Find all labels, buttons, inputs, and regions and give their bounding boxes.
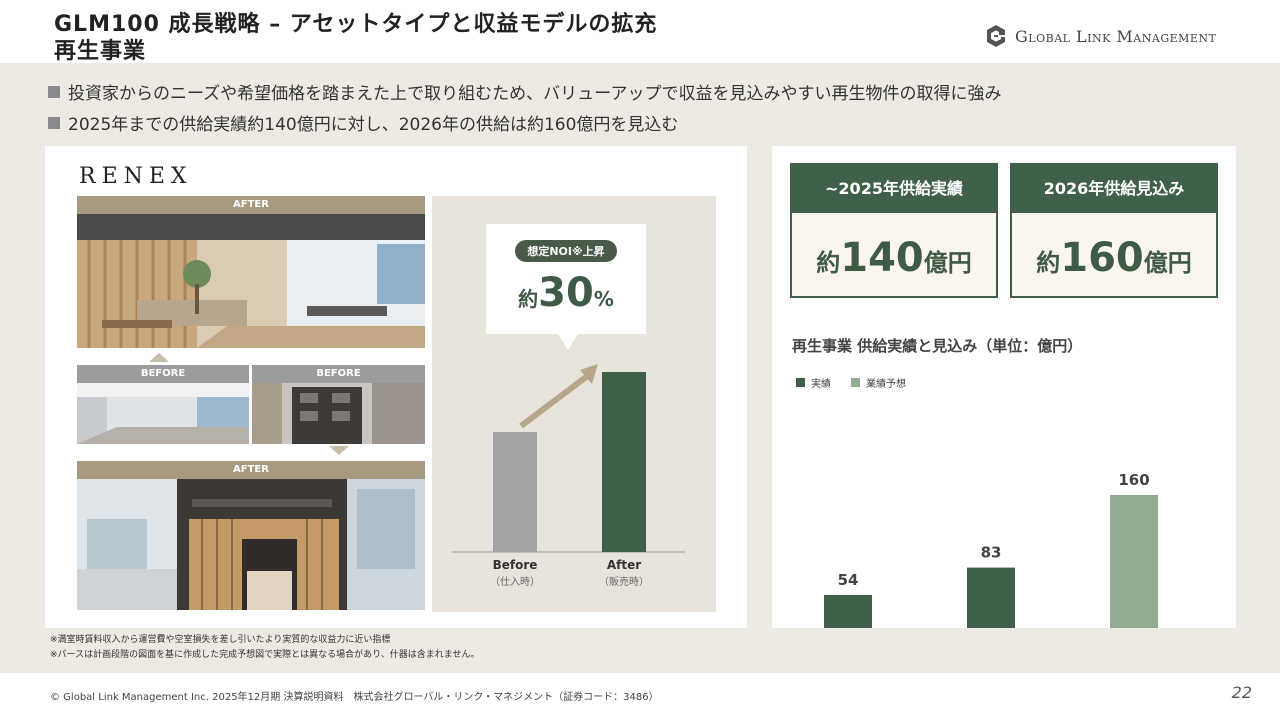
noi-callout: 想定NOI※上昇 約30% — [486, 224, 646, 350]
before-exterior-photo — [252, 383, 425, 444]
noi-value: 約30% — [486, 270, 646, 316]
stat-head-2026: 2026年供給見込み — [1012, 165, 1216, 213]
bullet-2-text: 2025年までの供給実績約140億円に対し、2026年の供給は約160億円を見込… — [68, 115, 679, 135]
footnotes: ※満室時賃料収入から運営費や空室損失を差し引いたより実質的な収益力に近い指標 ※… — [50, 633, 479, 663]
arrow-up-icon — [149, 353, 169, 362]
slide-header: GLM100 成長戦略 – アセットタイプと収益モデルの拡充 再生事業 Glob… — [0, 0, 1280, 64]
supply-panel: ~2025年供給実績 約140億円 2026年供給見込み 約160億円 再生事業… — [772, 146, 1236, 628]
stat-box-2025: ~2025年供給実績 約140億円 — [790, 163, 998, 298]
copyright: © Global Link Management Inc. 2025年12月期 … — [50, 692, 659, 703]
noi-pill: 想定NOI※上昇 — [515, 240, 617, 262]
bullet-square-icon — [48, 116, 60, 129]
stat-number: 140 — [840, 235, 924, 281]
stat-suffix: 億円 — [923, 249, 972, 277]
stat-box-2026: 2026年供給見込み 約160億円 — [1010, 163, 1218, 298]
noi-bar-label-after: After — [607, 558, 641, 572]
before-exterior-block: BEFORE — [252, 365, 425, 448]
chart-legend: 実績 業績予想 — [796, 375, 906, 390]
growth-arrow-icon — [519, 371, 592, 429]
noi-bar-before — [493, 432, 537, 552]
bar-value-2026: 160 — [1118, 471, 1149, 489]
footnote-1: ※満室時賃料収入から運営費や空室損失を差し引いたより実質的な収益力に近い指標 — [50, 635, 391, 645]
slide-content: 投資家からのニーズや希望価格を踏まえた上で取り組むため、バリューアップで収益を見… — [0, 63, 1280, 673]
legend-item-forecast: 業績予想 — [851, 375, 906, 390]
renex-brand: RENEX — [79, 164, 193, 189]
footnote-2: ※パースは計画段階の図面を基に作成した完成予想図で実際とは異なる場合があり、什器… — [50, 650, 480, 660]
logo-mark-icon — [987, 25, 1005, 47]
before-interior-photo — [77, 383, 249, 444]
noi-number: 30 — [538, 270, 594, 316]
legend-label-actual: 実績 — [811, 379, 831, 390]
stat-head-2025: ~2025年供給実績 — [792, 165, 996, 213]
page-subtitle: 再生事業 — [54, 39, 147, 64]
bullet-1-text: 投資家からのニーズや希望価格を踏まえた上で取り組むため、バリューアップで収益を見… — [68, 84, 1002, 104]
bar-2024 — [824, 595, 872, 628]
bar-value-2025: 83 — [981, 544, 1002, 562]
after-exterior-block: AFTER — [77, 461, 425, 614]
legend-label-forecast: 業績予想 — [866, 379, 906, 390]
legend-swatch-actual — [796, 378, 805, 387]
noi-unit: % — [593, 287, 614, 311]
logo-text: Global Link Management — [1015, 26, 1217, 46]
renex-panel: RENEX AFTER — [45, 146, 747, 628]
chart-title: 再生事業 供給実績と見込み（単位：億円） — [792, 337, 1083, 355]
bullet-2: 2025年までの供給実績約140億円に対し、2026年の供給は約160億円を見込… — [48, 110, 678, 135]
after-interior-photo — [77, 214, 425, 348]
after-label-2: AFTER — [77, 461, 425, 479]
before-label-2: BEFORE — [252, 365, 425, 383]
stat-suffix: 億円 — [1143, 249, 1192, 277]
bar-2025 — [967, 567, 1015, 628]
arrow-down-icon — [329, 446, 349, 455]
before-interior-block: BEFORE — [77, 365, 249, 448]
page-title: GLM100 成長戦略 – アセットタイプと収益モデルの拡充 — [54, 12, 658, 37]
bullet-1: 投資家からのニーズや希望価格を踏まえた上で取り組むため、バリューアップで収益を見… — [48, 79, 1001, 104]
noi-prefix: 約 — [518, 287, 539, 311]
stat-prefix: 約 — [816, 249, 841, 277]
stat-number: 160 — [1060, 235, 1144, 281]
bullet-square-icon — [48, 85, 60, 98]
after-interior-block: AFTER — [77, 196, 425, 352]
noi-bar-sub-before: （仕入時） — [490, 575, 540, 588]
noi-bar-label-before: Before — [493, 558, 538, 572]
after-label: AFTER — [77, 196, 425, 214]
noi-bar-sub-after: （販売時） — [599, 575, 649, 588]
stat-value-2025: 約140億円 — [792, 213, 996, 281]
growth-arrow-head-icon — [580, 364, 598, 384]
legend-item-actual: 実績 — [796, 375, 831, 390]
noi-chart-panel: 想定NOI※上昇 約30% Before （仕入時） After （販売時） — [432, 196, 716, 612]
stat-prefix: 約 — [1036, 249, 1061, 277]
noi-bar-after — [602, 372, 646, 552]
company-logo: Global Link Management — [985, 24, 1216, 48]
stat-value-2026: 約160億円 — [1012, 213, 1216, 281]
bar-2026 — [1110, 494, 1158, 628]
slide-footer: © Global Link Management Inc. 2025年12月期 … — [0, 673, 1280, 720]
bar-value-2024: 54 — [838, 571, 859, 589]
supply-bar-chart: 5420248320251602026 — [824, 471, 1158, 628]
legend-swatch-forecast — [851, 378, 860, 387]
page-number: 22 — [1231, 683, 1252, 702]
before-label-1: BEFORE — [77, 365, 249, 383]
after-exterior-photo — [77, 479, 425, 610]
